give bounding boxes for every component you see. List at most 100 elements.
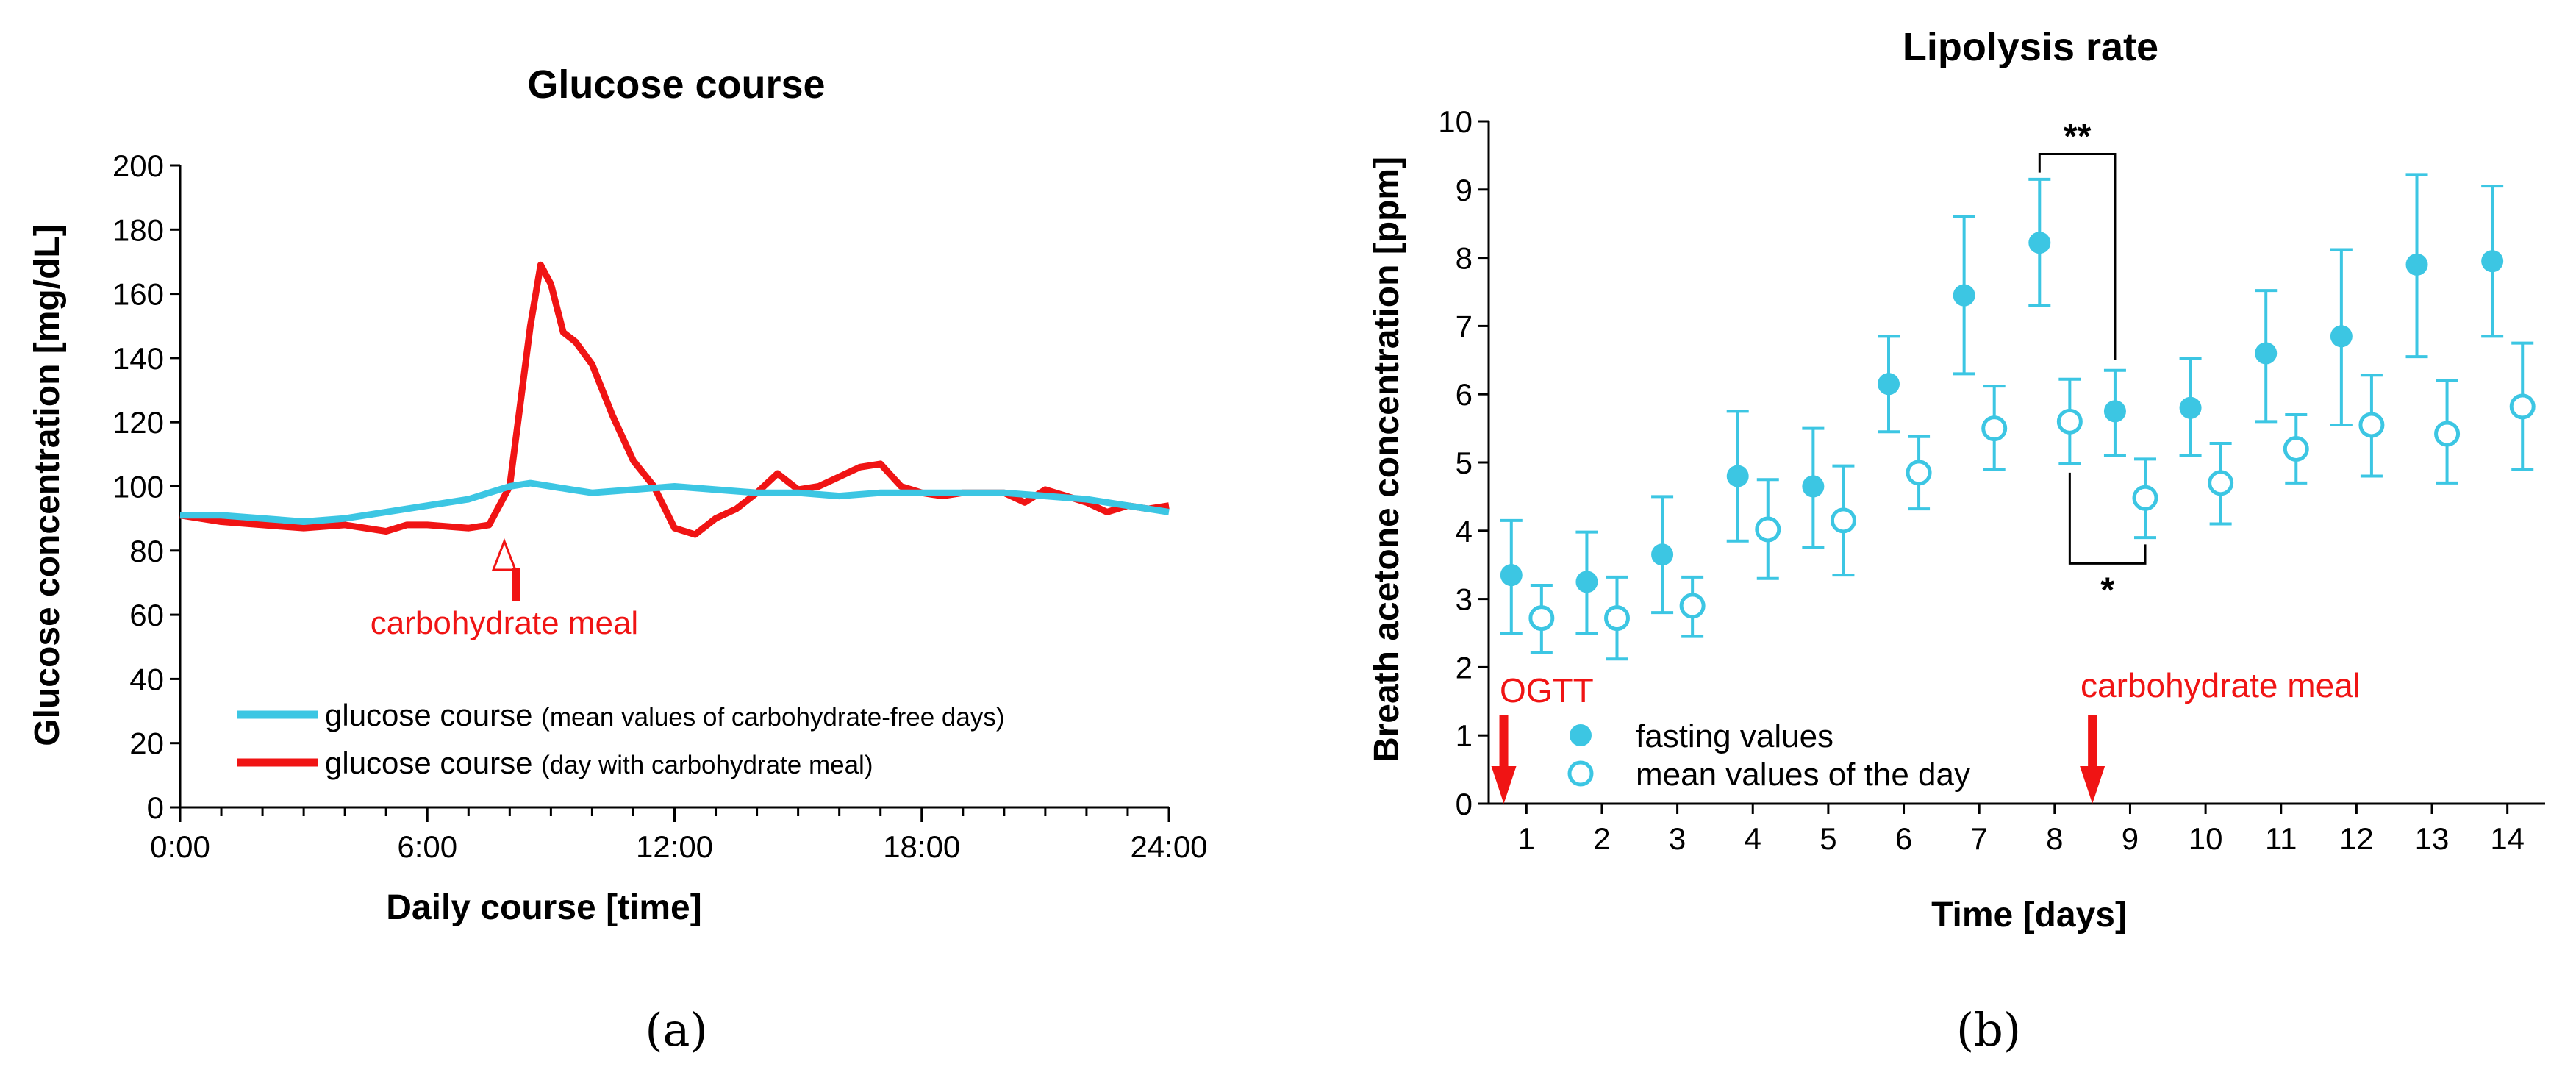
legend-item-2: glucose course (day with carbohydrate me… (325, 746, 873, 780)
panel-label-b: (b) (1956, 1003, 2021, 1057)
y-tick-label: 4 (1456, 514, 1473, 549)
chart-a-x-axis: 0:00 6:00 12:00 18:00 24:00 (150, 807, 1208, 864)
x-tick-label: 18:00 (883, 829, 960, 864)
data-point-fasting (2330, 325, 2353, 348)
y-tick-label: 0 (1456, 787, 1473, 821)
y-tick-label: 9 (1456, 173, 1473, 207)
data-point-mean (2509, 393, 2536, 420)
significance-bracket-fasting (2038, 153, 2117, 360)
chart-b-points (1500, 173, 2536, 661)
x-tick-label: 1 (1518, 821, 1535, 856)
data-point-fasting (2481, 250, 2504, 273)
chart-b-xlabel: Time [days] (1931, 896, 2127, 935)
x-tick-label: 6:00 (397, 829, 457, 864)
chart-b-annotation-meal: carbohydrate meal (2081, 666, 2361, 704)
significance-label-mean: * (2100, 571, 2114, 610)
y-tick-label: 3 (1456, 582, 1473, 617)
chart-b-annotation-ogtt: OGTT (1500, 671, 1594, 710)
y-tick-label: 180 (112, 213, 164, 247)
legend-item-fasting: fasting values (1636, 718, 1833, 754)
chart-a-ylabel: Glucose concentration [mg/dL] (28, 224, 67, 746)
data-point-mean (2283, 435, 2309, 462)
legend-marker-open (1567, 760, 1594, 787)
arrow-shaft (2088, 715, 2097, 770)
data-point-fasting (1575, 571, 1598, 593)
meal-arrow (512, 568, 520, 601)
x-tick-label: 12:00 (636, 829, 713, 864)
data-point-fasting (2255, 342, 2278, 365)
x-tick-label: 14 (2490, 821, 2525, 856)
ogtt-arrow (1491, 715, 1517, 804)
y-tick-label: 7 (1456, 309, 1473, 343)
data-point-fasting (2028, 232, 2051, 254)
x-tick-label: 12 (2339, 821, 2374, 856)
data-point-fasting (1726, 465, 1749, 488)
x-tick-label: 9 (2122, 821, 2139, 856)
chart-b-y-axis: 0 1 2 3 4 5 6 7 8 9 10 (1438, 104, 1489, 821)
data-point-mean (1981, 415, 2008, 442)
data-point-mean (2056, 408, 2083, 435)
chart-a-xlabel: Daily course [time] (386, 888, 701, 927)
x-tick-label: 0:00 (150, 829, 210, 864)
legend-item-mean: mean values of the day (1636, 757, 1970, 793)
chart-b-title: Lipolysis rate (1903, 25, 2158, 69)
data-point-fasting (1500, 564, 1523, 587)
x-tick-label: 11 (2265, 821, 2297, 856)
y-tick-label: 40 (129, 662, 164, 696)
panel-label-a: (a) (645, 1003, 707, 1057)
chart-a-annotation: carbohydrate meal (371, 605, 638, 641)
chart-a-title: Glucose course (527, 63, 825, 107)
legend-item-1: glucose course (mean values of carbohydr… (325, 698, 1004, 732)
data-point-fasting (1651, 543, 1674, 566)
data-point-fasting (1878, 373, 1900, 396)
y-tick-label: 8 (1456, 241, 1473, 276)
y-tick-label: 6 (1456, 377, 1473, 412)
data-point-fasting (2103, 400, 2126, 423)
y-tick-label: 140 (112, 341, 164, 376)
y-tick-label: 200 (112, 149, 164, 183)
data-point-fasting (2405, 253, 2428, 276)
significance-label-fasting: ** (2064, 118, 2092, 157)
arrow-head (2080, 765, 2105, 804)
series-line-carbohydrate-free (180, 479, 1170, 525)
data-point-mean (1906, 460, 1932, 486)
data-point-fasting (2179, 396, 2202, 419)
significance-bracket-mean (2068, 472, 2147, 565)
data-point-mean (1679, 593, 1706, 619)
data-point-fasting (1802, 475, 1825, 498)
data-point-mean (2434, 421, 2461, 447)
x-tick-label: 5 (1820, 821, 1836, 856)
x-tick-label: 7 (1970, 821, 1987, 856)
data-point-mean (2358, 412, 2385, 438)
chart-a-y-axis: 0 20 40 60 80 100 120 140 160 180 200 (112, 149, 180, 825)
x-tick-label: 2 (1593, 821, 1610, 856)
y-tick-label: 20 (129, 726, 164, 761)
x-tick-label: 8 (2046, 821, 2063, 856)
meal-outline-arrow (491, 538, 518, 571)
glucose-chart: Glucose course 0 20 40 60 80 100 120 140 160 180 2… (28, 63, 1208, 1057)
x-tick-label: 4 (1745, 821, 1761, 856)
data-point-mean (1755, 516, 1781, 543)
x-tick-label: 24:00 (1130, 829, 1207, 864)
data-point-mean (2208, 470, 2234, 496)
y-tick-label: 100 (112, 470, 164, 504)
x-tick-label: 6 (1895, 821, 1912, 856)
y-tick-label: 5 (1456, 446, 1473, 480)
y-tick-label: 60 (129, 598, 164, 632)
x-tick-label: 13 (2415, 821, 2450, 856)
arrow-head (1491, 765, 1517, 804)
data-point-mean (1528, 605, 1555, 632)
x-tick-label: 10 (2189, 821, 2223, 856)
arrow-shaft (1499, 715, 1509, 770)
chart-b-x-axis: 1 2 3 4 5 6 7 8 9 10 11 12 13 14 (1518, 804, 2525, 856)
data-point-fasting (1953, 284, 1975, 307)
series-line-carbohydrate-meal (179, 261, 1170, 538)
y-tick-label: 80 (129, 534, 164, 568)
carbohydrate-meal-arrow (2080, 715, 2105, 804)
data-point-mean (2132, 485, 2158, 511)
y-tick-label: 160 (112, 277, 164, 312)
chart-a-legend: glucose course (mean values of carbohydr… (237, 698, 1004, 780)
y-tick-label: 2 (1456, 650, 1473, 685)
